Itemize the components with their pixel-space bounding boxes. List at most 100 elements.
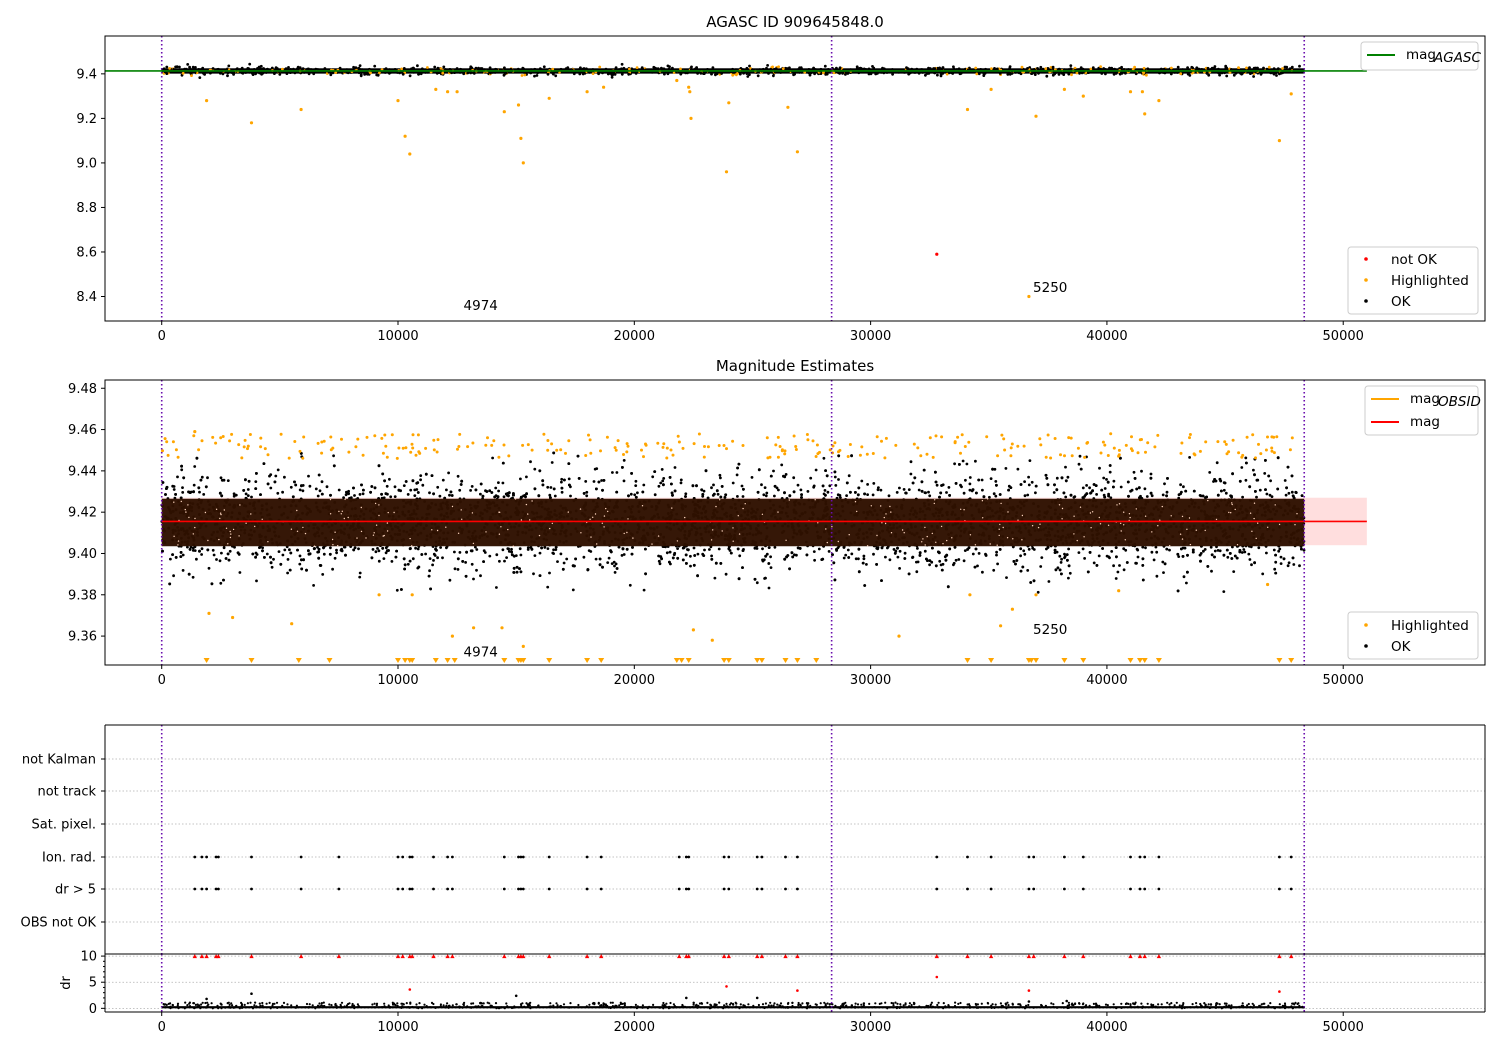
ok-point — [523, 73, 527, 77]
ok-point — [628, 583, 632, 587]
ok-point — [474, 545, 477, 549]
ok-point — [872, 482, 876, 485]
ok-point — [1089, 491, 1092, 495]
ok-point — [329, 73, 333, 77]
ok-point — [475, 568, 478, 572]
ok-point — [597, 72, 600, 76]
ok-point — [254, 480, 258, 483]
ok-point — [376, 547, 379, 550]
legend-label: Highlighted — [1391, 273, 1469, 289]
ok-point — [809, 71, 813, 75]
ok-point — [406, 562, 410, 566]
ok-point — [968, 476, 972, 479]
ok-point — [361, 492, 365, 496]
ok-point — [419, 72, 423, 76]
ok-point — [398, 71, 401, 75]
ok-point — [206, 476, 209, 480]
ok-point — [546, 585, 550, 589]
ok-point — [766, 64, 769, 67]
ok-point — [1077, 462, 1081, 466]
ok-point — [169, 557, 172, 561]
ok-point — [265, 552, 269, 556]
ok-point — [993, 467, 997, 471]
ok-point — [1283, 65, 1287, 69]
ok-point — [342, 496, 345, 500]
ok-point — [421, 483, 425, 487]
ok-point — [1023, 494, 1027, 498]
ok-point — [314, 67, 318, 71]
ok-point — [1034, 491, 1037, 495]
ok-point — [1036, 590, 1040, 594]
ok-point — [470, 485, 474, 488]
ok-point — [984, 67, 987, 71]
ok-point — [453, 550, 456, 554]
ok-point — [331, 71, 335, 75]
ok-point — [415, 488, 419, 491]
ok-point — [469, 489, 472, 492]
ok-point — [1229, 494, 1232, 498]
ok-point — [1056, 566, 1060, 570]
obsid-annotation: 4974 — [464, 298, 498, 314]
ok-point — [888, 558, 892, 562]
ok-point — [1202, 549, 1205, 553]
ok-point — [181, 569, 185, 572]
ok-point — [845, 71, 849, 74]
ok-point — [542, 65, 546, 69]
ok-point — [1161, 560, 1165, 564]
ok-point — [1224, 64, 1228, 68]
ok-point — [220, 551, 223, 555]
ok-point — [548, 493, 552, 497]
ok-point — [357, 547, 360, 551]
legend-marker — [1364, 257, 1368, 261]
ok-point — [1269, 71, 1272, 75]
ok-point — [217, 67, 220, 71]
ok-point — [1062, 73, 1066, 76]
ok-point — [938, 559, 942, 563]
ok-point — [945, 72, 949, 76]
data-point — [1062, 87, 1066, 91]
ok-point — [377, 549, 381, 553]
ok-point — [788, 66, 791, 70]
ok-point — [710, 486, 713, 490]
ok-point — [270, 66, 274, 70]
ok-point — [581, 72, 585, 76]
ok-point — [298, 562, 302, 566]
data-point — [687, 85, 691, 89]
ok-point — [968, 482, 972, 486]
ok-point — [995, 553, 998, 557]
ok-point — [1279, 555, 1283, 559]
ok-point — [1026, 67, 1029, 70]
ok-point — [750, 476, 754, 479]
ok-point — [760, 483, 763, 487]
ok-point — [416, 547, 420, 551]
ok-point — [436, 556, 439, 560]
data-point — [396, 99, 400, 103]
ok-point — [950, 71, 953, 74]
ok-point — [322, 552, 326, 556]
ok-point — [809, 476, 813, 480]
ok-point — [611, 73, 615, 77]
ok-point — [982, 74, 986, 77]
data-point — [602, 85, 606, 89]
ok-point — [738, 554, 742, 558]
ok-point — [676, 547, 679, 550]
ok-point — [349, 496, 353, 499]
ok-point — [477, 67, 481, 71]
ok-point — [546, 485, 550, 489]
legend-marker — [1364, 299, 1368, 303]
ok-point — [488, 554, 492, 558]
ok-point — [696, 552, 700, 556]
ok-point — [321, 573, 325, 576]
ok-point — [1170, 66, 1173, 70]
ok-point — [1195, 66, 1199, 70]
ok-point — [329, 546, 332, 550]
ok-point — [992, 568, 996, 572]
ok-point — [181, 71, 185, 75]
ok-point — [769, 555, 772, 559]
ok-point — [731, 481, 735, 485]
ok-point — [859, 66, 862, 70]
ok-point — [1247, 552, 1251, 556]
ok-point — [1031, 546, 1035, 550]
ok-point — [312, 72, 316, 76]
